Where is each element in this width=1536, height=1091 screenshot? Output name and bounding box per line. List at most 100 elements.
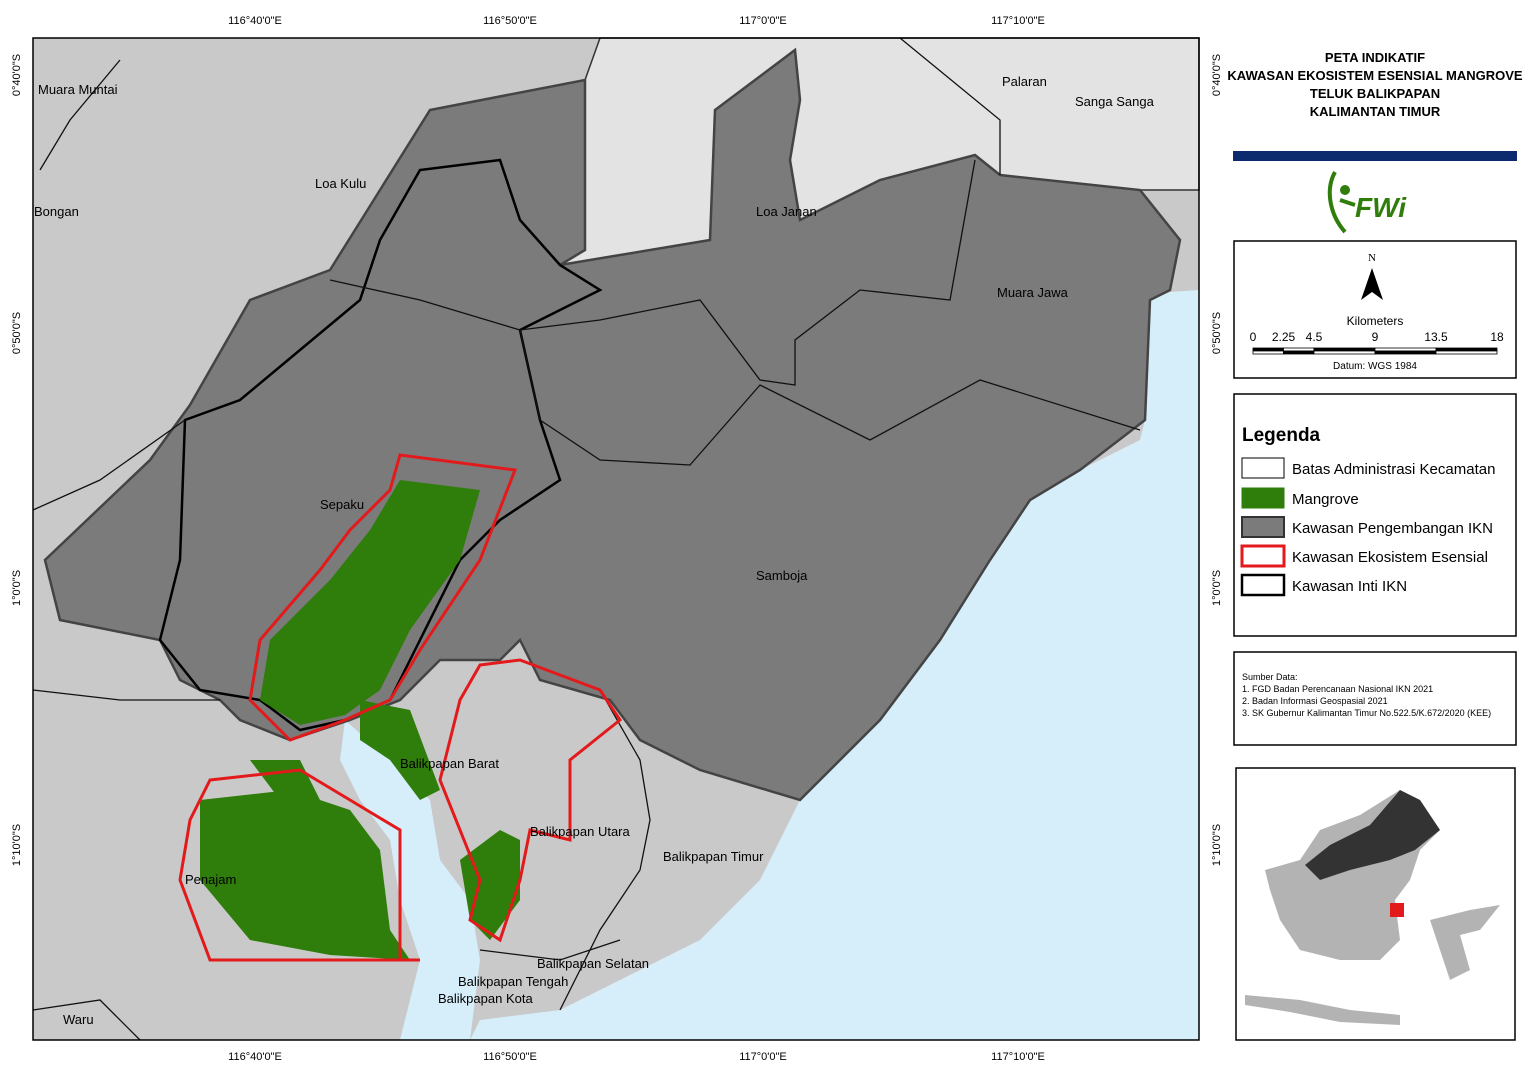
latitude-label: 1°10'0"S: [11, 824, 23, 866]
legend-swatch: [1240, 573, 1286, 597]
place-label: Balikpapan Barat: [400, 756, 499, 771]
latitude-label: 1°0'0"S: [1211, 570, 1223, 606]
legend-swatch: [1241, 516, 1285, 538]
scale-tick-label: 0: [1250, 330, 1257, 344]
mangrove-patch: [260, 480, 480, 725]
source-item: 3. SK Gubernur Kalimantan Timur No.522.5…: [1242, 708, 1491, 718]
place-label: Balikpapan Utara: [530, 824, 630, 839]
scale-unit: Kilometers: [1347, 314, 1404, 328]
scale-tick-label: 13.5: [1424, 330, 1448, 344]
boundary: [32, 689, 220, 701]
legend-title: Legenda: [1242, 425, 1321, 446]
longitude-label: 116°40'0"E: [228, 1051, 282, 1063]
north-label: N: [1368, 252, 1376, 264]
latitude-label: 1°10'0"S: [1211, 824, 1223, 866]
longitude-label: 117°0'0"E: [739, 15, 787, 27]
scale-segment: [1435, 350, 1498, 355]
inset-sulawesi: [1430, 905, 1500, 980]
longitude-label: 116°50'0"E: [483, 15, 537, 27]
map-frame: [32, 37, 1200, 1041]
legend-label: Mangrove: [1292, 491, 1359, 508]
legend-label: Kawasan Ekosistem Esensial: [1292, 549, 1488, 566]
place-label: Penajam: [185, 872, 236, 887]
place-label: Balikpapan Selatan: [537, 956, 649, 971]
place-label: Loa Janan: [756, 204, 817, 219]
mangrove-patch: [460, 830, 520, 940]
place-label: Palaran: [1002, 74, 1047, 89]
place-label: Samboja: [756, 568, 808, 583]
mangrove-patch: [360, 700, 440, 800]
longitude-label: 116°50'0"E: [483, 1051, 537, 1063]
scale-segment: [1252, 350, 1284, 355]
place-label: Balikpapan Timur: [663, 849, 764, 864]
inset-map: [1235, 767, 1516, 1041]
sources: Sumber Data: 1. FGD Badan Perencanaan Na…: [1242, 672, 1491, 718]
legend-swatch: [1240, 544, 1286, 568]
scale-tick-label: 9: [1372, 330, 1379, 344]
scale-segment: [1252, 347, 1284, 352]
source-item: 2. Badan Informasi Geospasial 2021: [1242, 696, 1388, 706]
kee-area: [438, 658, 623, 943]
legend-label: Kawasan Pengembangan IKN: [1292, 520, 1493, 537]
scale-segment: [1283, 347, 1315, 352]
scale-segment: [1313, 350, 1376, 355]
boundary: [559, 689, 651, 1011]
title-line: KAWASAN EKOSISTEM ESENSIAL MANGROVE: [1227, 68, 1523, 83]
sea: [470, 290, 1199, 1040]
title-line: TELUK BALIKPAPAN: [1310, 86, 1440, 101]
title-line: PETA INDIKATIF: [1325, 50, 1425, 65]
legend-swatch: [1241, 487, 1285, 509]
sources-title: Sumber Data:: [1242, 672, 1298, 682]
title-bar: [1233, 151, 1517, 161]
scale-segment: [1313, 347, 1376, 352]
boundary: [39, 59, 121, 171]
place-label: Bongan: [34, 204, 79, 219]
scale-segment: [1435, 347, 1498, 352]
scale-segment: [1374, 350, 1437, 355]
legend-label: Kawasan Inti IKN: [1292, 578, 1407, 595]
inset-malaysia: [1305, 790, 1440, 880]
latitude-label: 0°50'0"S: [11, 312, 23, 354]
legend-swatch: [1241, 457, 1285, 479]
scale-tick-label: 18: [1490, 330, 1504, 344]
kee-area: [178, 768, 420, 962]
title-block: PETA INDIKATIF KAWASAN EKOSISTEM ESENSIA…: [1227, 50, 1523, 119]
scale-box: [1233, 240, 1517, 379]
kee-areas: [178, 453, 623, 962]
scale-segment: [1283, 350, 1315, 355]
bay: [340, 720, 480, 1040]
longitude-label: 117°0'0"E: [739, 1051, 787, 1063]
boundary: [32, 419, 186, 511]
boundary: [479, 939, 621, 961]
longitude-label: 116°40'0"E: [228, 15, 282, 27]
boundary: [32, 999, 141, 1041]
place-label: Balikpapan Kota: [438, 991, 533, 1006]
place-label: Waru: [63, 1012, 94, 1027]
boundary: [519, 329, 1141, 466]
map: Muara Muntai Loa Kulu Bongan Loa Janan P…: [32, 37, 1200, 1041]
legend-items: Batas Administrasi Kecamatan Mangrove Ka…: [1240, 457, 1495, 597]
logo-figure: [1327, 171, 1356, 234]
datum: Datum: WGS 1984: [1333, 361, 1417, 372]
longitude-label: 117°10'0"E: [991, 15, 1045, 27]
district-boundaries: [32, 37, 1141, 1041]
latitude-label: 0°40'0"S: [1211, 54, 1223, 96]
kee-area: [248, 453, 518, 742]
inset-java: [1245, 995, 1400, 1025]
logo-head: [1340, 185, 1350, 195]
logo-text: FWi: [1355, 192, 1407, 223]
longitude-label: 117°10'0"E: [991, 1051, 1045, 1063]
source-item: 1. FGD Badan Perencanaan Nasional IKN 20…: [1242, 684, 1433, 694]
legend-label: Batas Administrasi Kecamatan: [1292, 461, 1495, 478]
sources-box: [1233, 651, 1517, 746]
latitude-label: 1°0'0"S: [11, 570, 23, 606]
place-label: Sepaku: [320, 497, 364, 512]
place-label: Muara Jawa: [997, 285, 1069, 300]
north-arrow: [1361, 268, 1383, 300]
boundary: [329, 159, 976, 386]
place-labels: Muara Muntai Loa Kulu Bongan Loa Janan P…: [34, 74, 1155, 1027]
graticule-labels: 116°40'0"E 116°50'0"E 117°0'0"E 117°10'0…: [11, 15, 1223, 1063]
mangrove: [200, 480, 520, 960]
